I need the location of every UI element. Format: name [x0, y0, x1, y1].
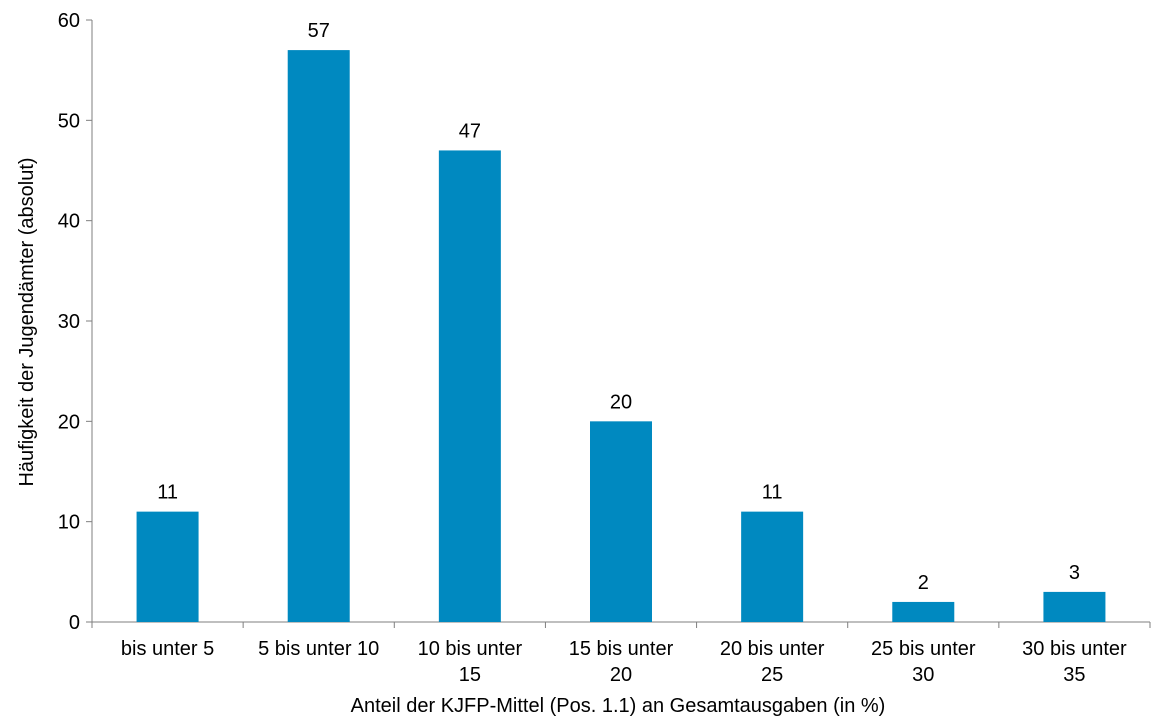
x-tick-label-line: 10 bis unter — [418, 638, 523, 660]
y-axis-ticks: 0 10 20 30 40 50 60 — [58, 10, 92, 634]
data-label: 3 — [1069, 562, 1080, 584]
bar — [892, 601, 955, 622]
x-tick-label-line: 25 bis unter — [871, 638, 976, 660]
y-tick-label: 30 — [58, 311, 80, 333]
y-tick-label: 0 — [69, 612, 80, 634]
y-tick-label: 40 — [58, 211, 80, 233]
y-tick-label: 50 — [58, 110, 80, 132]
x-tick-label-line: 25 — [761, 664, 783, 686]
y-axis-title: Häufigkeit der Jugendämter (absolut) — [16, 157, 38, 486]
x-axis-title: Anteil der KJFP-Mittel (Pos. 1.1) an Ges… — [351, 695, 886, 717]
bar — [438, 150, 501, 622]
x-tick-label-line: 35 — [1063, 664, 1085, 686]
data-label: 47 — [459, 120, 481, 142]
data-label: 57 — [308, 20, 330, 42]
x-tick-label-line: bis unter 5 — [121, 638, 214, 660]
x-tick-label: 20 bis unter 25 — [720, 638, 825, 686]
y-tick-label: 20 — [58, 411, 80, 433]
bar — [136, 511, 199, 622]
data-label: 20 — [610, 391, 632, 413]
data-label: 2 — [918, 572, 929, 594]
data-label: 11 — [157, 482, 178, 504]
x-tick-label-line: 15 — [459, 664, 481, 686]
x-tick-label-line: 30 — [912, 664, 934, 686]
x-tick-label: 15 bis unter 20 — [569, 638, 674, 686]
x-tick-label: 30 bis unter 35 — [1022, 638, 1127, 686]
x-tick-label-line: 30 bis unter — [1022, 638, 1127, 660]
x-axis-ticks — [91, 622, 1151, 628]
x-tick-label-line: 20 — [610, 664, 632, 686]
data-label: 11 — [762, 482, 783, 504]
y-tick-label: 60 — [58, 10, 80, 32]
x-tick-label: 25 bis unter 30 — [871, 638, 976, 686]
data-labels: 11 57 47 20 11 2 3 — [157, 20, 1080, 594]
x-tick-label-line: 15 bis unter — [569, 638, 674, 660]
bar — [590, 421, 652, 622]
x-tick-label-line: 5 bis unter 10 — [258, 638, 379, 660]
x-tick-label: 5 bis unter 10 — [258, 638, 379, 660]
x-tick-label: bis unter 5 — [121, 638, 214, 660]
y-tick-label: 10 — [58, 512, 80, 534]
bar — [287, 50, 350, 623]
bar — [1043, 591, 1106, 622]
bar — [741, 511, 804, 622]
x-tick-label: 10 bis unter 15 — [418, 638, 523, 686]
x-tick-label-line: 20 bis unter — [720, 638, 825, 660]
bars — [136, 50, 1106, 623]
